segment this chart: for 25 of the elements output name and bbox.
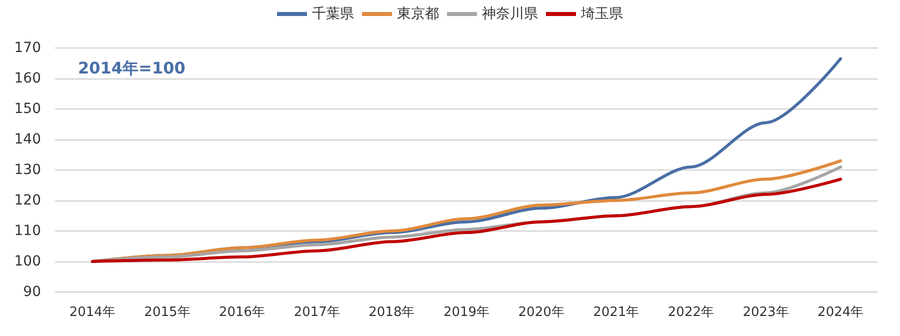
x-tick-label: 2020年 (518, 305, 564, 320)
y-tick-label: 160 (14, 70, 41, 86)
y-tick-label: 100 (14, 254, 41, 270)
x-tick-label: 2022年 (668, 305, 714, 320)
legend-label: 埼玉県 (580, 6, 623, 22)
x-tick-label: 2015年 (144, 305, 190, 320)
annotation: 2014年=100 (78, 58, 186, 78)
x-tick-label: 2019年 (443, 305, 490, 320)
x-tick-label: 2017年 (294, 305, 340, 320)
x-tick-label: 2023年 (742, 305, 789, 320)
y-tick-label: 130 (14, 162, 41, 178)
legend-label: 神奈川県 (482, 6, 538, 22)
legend-label: 千葉県 (312, 6, 354, 22)
x-tick-label: 2018年 (368, 305, 415, 320)
y-tick-label: 110 (14, 223, 41, 239)
x-tick-label: 2024年 (818, 305, 864, 320)
y-tick-label: 170 (14, 40, 41, 56)
y-tick-label: 90 (23, 284, 41, 300)
legend-label: 東京都 (397, 6, 439, 22)
y-tick-label: 150 (14, 101, 41, 117)
x-tick-label: 2014年 (69, 305, 116, 320)
x-tick-label: 2021年 (593, 305, 640, 320)
y-tick-label: 140 (14, 132, 41, 148)
y-tick-label: 120 (14, 192, 41, 208)
x-tick-label: 2016年 (219, 305, 266, 320)
